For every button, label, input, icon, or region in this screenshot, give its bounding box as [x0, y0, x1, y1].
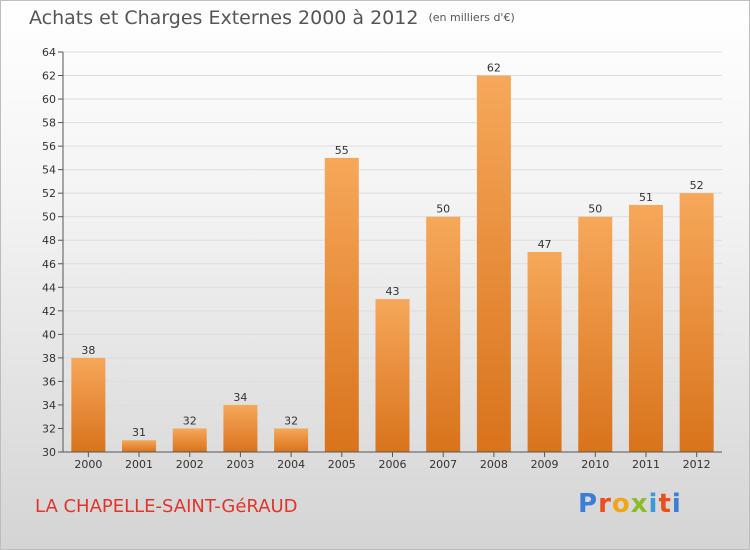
value-label: 32: [183, 414, 197, 427]
y-tick-label: 52: [42, 187, 56, 200]
bar: [223, 404, 258, 452]
value-label: 55: [335, 144, 349, 157]
commune-name: LA CHAPELLE-SAINT-GéRAUD: [35, 496, 298, 517]
value-label: 52: [690, 179, 704, 192]
value-label: 32: [284, 414, 298, 427]
bar: [71, 357, 106, 452]
chart-title-text: Achats et Charges Externes 2000 à 2012: [29, 7, 419, 29]
y-tick-label: 30: [42, 446, 56, 459]
y-tick-label: 44: [42, 281, 56, 294]
x-tick-label: 2007: [429, 458, 457, 471]
bar: [679, 193, 714, 453]
bar: [578, 216, 613, 452]
x-tick-label: 2000: [74, 458, 102, 471]
y-tick-label: 50: [42, 211, 56, 224]
value-label: 50: [588, 203, 602, 216]
y-tick-label: 64: [42, 46, 56, 59]
axes: [62, 52, 722, 453]
x-tick-label: 2003: [226, 458, 254, 471]
x-tick-label: 2008: [480, 458, 508, 471]
bar: [274, 428, 309, 452]
value-label: 50: [436, 203, 450, 216]
y-tick-label: 36: [42, 375, 56, 388]
bar: [426, 216, 461, 452]
x-tick-label: 2004: [277, 458, 305, 471]
y-tick-label: 46: [42, 258, 56, 271]
y-tick-label: 42: [42, 305, 56, 318]
value-label: 34: [233, 391, 247, 404]
chart-title: Achats et Charges Externes 2000 à 2012 (e…: [29, 7, 515, 29]
value-label: 47: [538, 238, 552, 251]
bar: [527, 252, 562, 452]
value-label: 62: [487, 62, 501, 75]
x-tick-label: 2012: [683, 458, 711, 471]
y-tick-label: 62: [42, 70, 56, 83]
proxiti-logo: Proxiti: [578, 489, 682, 519]
x-tick-label: 2001: [125, 458, 153, 471]
x-tick-label: 2010: [581, 458, 609, 471]
bar: [122, 440, 157, 452]
y-tick-label: 48: [42, 234, 56, 247]
bar: [628, 204, 663, 452]
value-label: 31: [132, 426, 146, 439]
y-tick-label: 56: [42, 140, 56, 153]
bars: [71, 75, 714, 453]
bar: [172, 428, 207, 452]
y-tick-label: 38: [42, 352, 56, 365]
logo-letter: x: [630, 489, 649, 519]
bar: [375, 299, 410, 452]
x-axis-ticks: 2000 2001 2002 2003 2004 2005 2006 2007 2008 2009…: [74, 452, 711, 471]
bar: [324, 157, 359, 452]
value-label: 43: [386, 285, 400, 298]
logo-letter: P: [578, 489, 599, 519]
value-label: 38: [81, 344, 95, 357]
x-tick-label: 2009: [531, 458, 559, 471]
y-tick-label: 40: [42, 328, 56, 341]
logo-letter: r: [598, 489, 612, 519]
logo-letter: o: [611, 489, 631, 519]
y-tick-label: 58: [42, 117, 56, 130]
y-tick-label: 32: [42, 422, 56, 435]
x-tick-label: 2006: [379, 458, 407, 471]
x-tick-label: 2002: [176, 458, 204, 471]
x-tick-label: 2005: [328, 458, 356, 471]
value-labels: 38 31 32 34 32 55 43 50 62 47 50 51 52: [81, 62, 703, 440]
bar: [476, 75, 511, 452]
y-tick-label: 54: [42, 164, 56, 177]
logo-letter: i: [648, 489, 659, 519]
x-tick-label: 2011: [632, 458, 660, 471]
y-tick-label: 60: [42, 93, 56, 106]
logo-letter: i: [671, 489, 682, 519]
y-tick-label: 34: [42, 399, 56, 412]
chart-unit: (en milliers d'€): [428, 11, 515, 24]
value-label: 51: [639, 191, 653, 204]
logo-letter: t: [658, 489, 672, 519]
y-axis-ticks: 30 32 34 36 38 40 42 44 46 48 50 52 54 56 58 60 62 64: [42, 46, 63, 459]
